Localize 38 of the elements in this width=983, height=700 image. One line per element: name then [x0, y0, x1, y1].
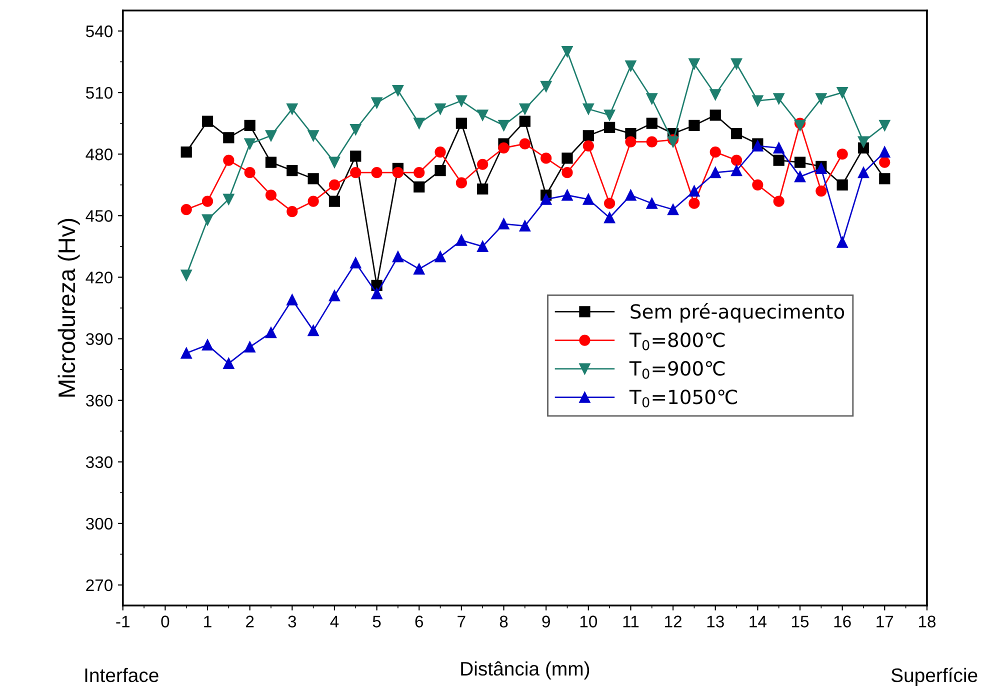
y-tick-label: 330 — [86, 456, 113, 468]
y-tick-label: 270 — [86, 579, 113, 592]
x-tick-label: 15 — [792, 616, 809, 628]
y-tick-label: 510 — [86, 86, 113, 99]
x-tick-label: 14 — [750, 616, 766, 628]
x-tick-label: 2 — [246, 616, 254, 628]
x-tick-label: 1 — [204, 616, 212, 628]
x-tick-label: 8 — [500, 616, 508, 628]
x-axis-title: Distância (mm) — [461, 661, 590, 680]
y-axis-title: Microdureza (Hv) — [58, 218, 80, 397]
x-tick-label: 13 — [707, 616, 724, 628]
x-tick-label: 12 — [665, 616, 682, 628]
y-tick-label: 360 — [86, 394, 113, 407]
legend-label: Sem pré-aquecimento — [630, 302, 844, 323]
y-tick-label: 450 — [86, 210, 113, 222]
y-tick-label: 480 — [86, 148, 113, 160]
x-tick-label: 11 — [623, 616, 639, 628]
x-tick-label: 3 — [288, 616, 296, 628]
legend-label: T$_{0}$=1050℃ — [629, 390, 737, 408]
y-tick-label: 390 — [86, 333, 113, 345]
text: Interface — [85, 668, 158, 682]
y-tick-label: 300 — [86, 518, 113, 530]
x-tick-label: 16 — [834, 616, 851, 628]
legend-label: T$_{0}$=900℃ — [629, 361, 725, 379]
x-tick-label: 9 — [542, 616, 550, 628]
text: Superfície — [891, 668, 978, 686]
x-tick-label: 10 — [580, 616, 598, 628]
y-tick-label: 420 — [86, 272, 113, 284]
x-tick-label: 6 — [415, 616, 424, 628]
x-tick-label: 4 — [330, 616, 339, 628]
x-tick-label: 18 — [918, 616, 936, 628]
x-tick-label: 0 — [161, 616, 170, 628]
x-tick-label: -1 — [116, 616, 130, 628]
x-tick-label: 7 — [458, 616, 466, 628]
x-tick-label: 17 — [876, 616, 894, 628]
x-tick-label: 5 — [372, 616, 381, 628]
y-tick-label: 540 — [86, 25, 113, 38]
legend-label: T$_{0}$=800℃ — [629, 332, 725, 350]
